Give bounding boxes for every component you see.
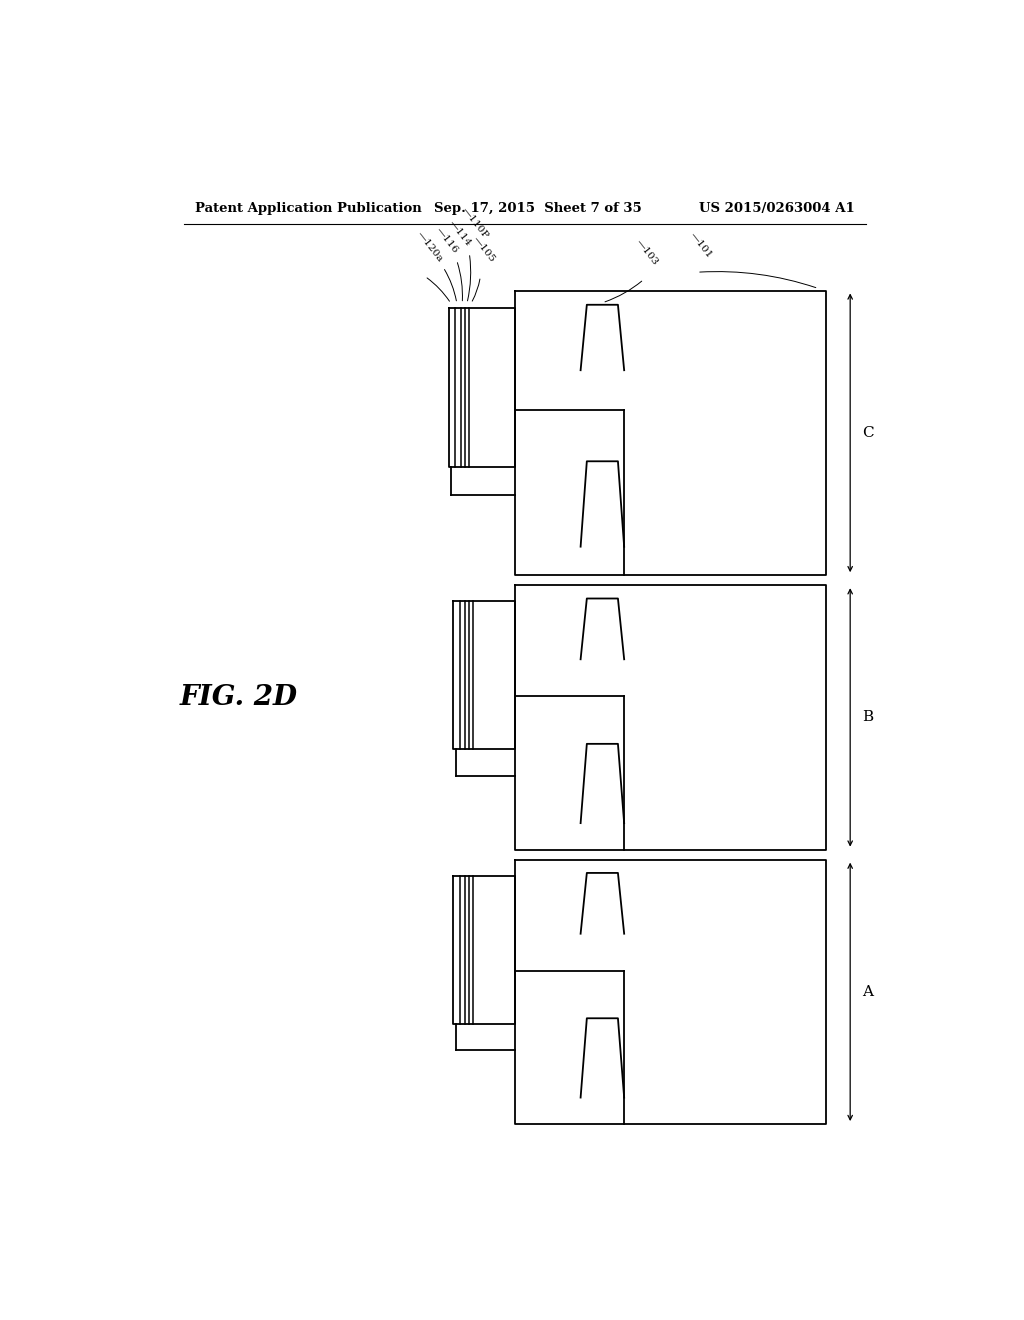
Text: —105: —105	[471, 235, 497, 264]
Text: Sep. 17, 2015  Sheet 7 of 35: Sep. 17, 2015 Sheet 7 of 35	[433, 202, 641, 215]
Text: —103: —103	[634, 238, 660, 267]
Text: A: A	[862, 985, 873, 999]
Text: C: C	[862, 426, 873, 440]
Text: —120a: —120a	[416, 230, 444, 264]
Text: —110P: —110P	[460, 206, 489, 240]
Text: —114: —114	[447, 219, 473, 248]
Text: —101: —101	[687, 231, 713, 260]
Text: US 2015/0263004 A1: US 2015/0263004 A1	[699, 202, 855, 215]
Text: B: B	[862, 710, 873, 725]
Text: Patent Application Publication: Patent Application Publication	[196, 202, 422, 215]
Text: —116: —116	[433, 226, 459, 255]
Text: FIG. 2D: FIG. 2D	[180, 684, 298, 710]
